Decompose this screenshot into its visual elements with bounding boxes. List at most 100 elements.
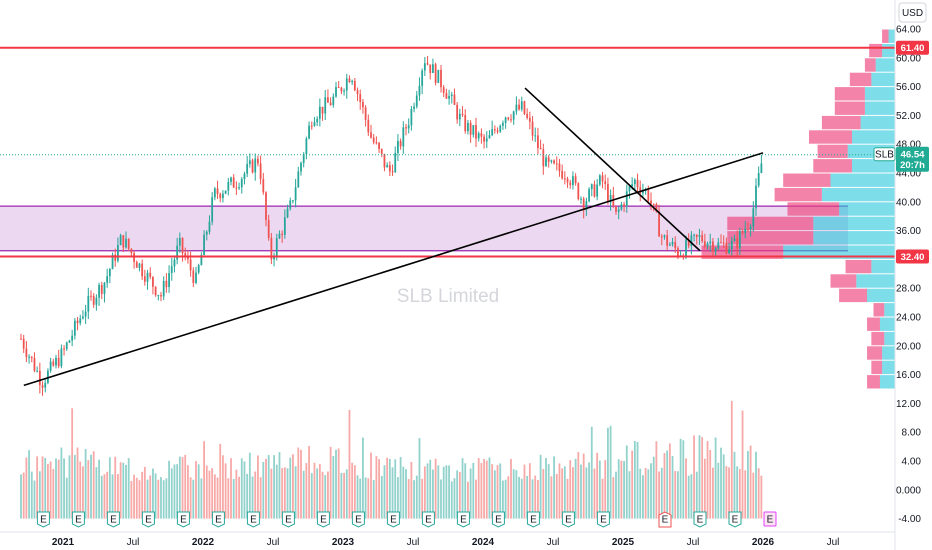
volume-bar xyxy=(367,478,370,519)
candle-body xyxy=(125,238,127,248)
volume-bar xyxy=(335,449,337,519)
volume-bar xyxy=(297,447,300,519)
watermark-layer: SLB Limited xyxy=(397,286,499,307)
profile-bar-pink xyxy=(869,43,883,58)
candle-body xyxy=(523,101,526,114)
candle-body xyxy=(184,253,187,257)
volume-bar xyxy=(41,456,44,519)
earnings-marker xyxy=(176,511,190,528)
volume-bar xyxy=(520,478,523,519)
candle-body xyxy=(103,282,106,294)
candle-body xyxy=(480,133,483,137)
volume-bar xyxy=(747,451,749,519)
candle-body xyxy=(615,206,617,212)
volume-bar xyxy=(429,459,432,519)
candle-body xyxy=(464,114,467,132)
earnings-marker-label: E xyxy=(145,515,152,526)
candle-body xyxy=(623,204,625,207)
candle-body xyxy=(483,136,485,142)
volume-bar xyxy=(658,471,660,519)
candle-body xyxy=(44,382,47,388)
volume-bar xyxy=(372,480,375,519)
candle-body xyxy=(216,188,219,195)
volume-bar xyxy=(421,478,424,519)
candle-body xyxy=(251,160,254,173)
candle-body xyxy=(82,316,84,319)
candle-body xyxy=(448,95,450,99)
volume-bar xyxy=(130,480,133,519)
volume-bar xyxy=(375,456,378,519)
volume-bar xyxy=(149,475,152,519)
candle-body xyxy=(222,193,224,199)
earnings-marker-label: E xyxy=(662,515,669,526)
profile-bar-teal xyxy=(867,288,895,303)
volume-bar xyxy=(321,471,324,519)
profile-bar-pink xyxy=(817,144,848,159)
currency-box[interactable] xyxy=(898,2,927,23)
price-tick-label: 16.00 xyxy=(896,370,921,381)
support-zone xyxy=(0,206,848,251)
price-tick-label: -4.00 xyxy=(898,514,921,525)
candle-body xyxy=(38,370,41,386)
candle-body xyxy=(475,125,477,139)
volume-bar xyxy=(391,467,394,519)
time-axis[interactable]: 2021 Jul 2022 Jul 2023 Jul 2024 Jul 2025 Jul 2026 J… xyxy=(52,537,840,548)
time-tick-label: Jul xyxy=(547,537,560,548)
earnings-marker-label: E xyxy=(732,515,739,526)
candle-body xyxy=(604,181,607,184)
volume-bar xyxy=(187,465,189,519)
volume-bar xyxy=(292,454,294,519)
candle-body xyxy=(472,125,475,135)
candle-body xyxy=(625,191,628,207)
candle-body xyxy=(300,162,302,172)
candle-body xyxy=(28,356,30,358)
candle-body xyxy=(111,254,114,270)
price-tick-label: 24.00 xyxy=(896,313,921,324)
candle-body xyxy=(660,236,663,238)
candle-body xyxy=(488,135,491,139)
volume-bar xyxy=(213,474,216,519)
volume-bar xyxy=(332,456,335,519)
price-tick-label: 40.00 xyxy=(896,197,921,208)
volume-bar xyxy=(566,478,569,519)
earnings-marker xyxy=(491,511,505,528)
candle-body xyxy=(289,200,292,209)
candle-body xyxy=(98,285,100,298)
volume-bar xyxy=(596,452,599,519)
candle-body xyxy=(744,228,747,233)
candle-body xyxy=(655,204,658,212)
volume-bar xyxy=(464,463,467,519)
candle-body xyxy=(308,125,310,139)
price-axis-panel[interactable] xyxy=(895,0,932,550)
profile-bar-pink xyxy=(809,130,852,144)
candle-body xyxy=(33,358,36,371)
volume-bar xyxy=(55,458,57,519)
candle-body xyxy=(130,248,133,254)
volume-bar xyxy=(259,477,262,519)
volume-bar xyxy=(224,463,227,519)
candle-body xyxy=(456,104,459,120)
earnings-marker xyxy=(211,511,225,528)
candle-body xyxy=(458,113,461,120)
candle-body xyxy=(143,276,146,282)
candle-body xyxy=(445,93,448,99)
profile-bar-pink xyxy=(867,346,883,360)
candle-body xyxy=(305,138,308,155)
candle-body xyxy=(617,209,620,212)
volume-bar xyxy=(725,466,728,519)
time-tick-label: 2022 xyxy=(192,537,215,548)
volume-bar xyxy=(507,476,510,519)
profile-bar-pink xyxy=(882,29,889,43)
candle-body xyxy=(25,348,28,357)
volume-bar xyxy=(480,463,483,519)
price-axis[interactable]: 64.00 60.00 56.00 52.00 48.00 44.00 40.00 36.00… xyxy=(896,25,921,526)
volume-bar xyxy=(184,454,187,519)
earnings-marker xyxy=(526,511,540,528)
candle-body xyxy=(213,188,216,198)
volume-bar xyxy=(736,466,739,519)
volume-bar xyxy=(138,480,141,519)
volume-bar xyxy=(380,475,383,519)
candle-body xyxy=(359,94,362,103)
candle-body xyxy=(515,104,518,112)
